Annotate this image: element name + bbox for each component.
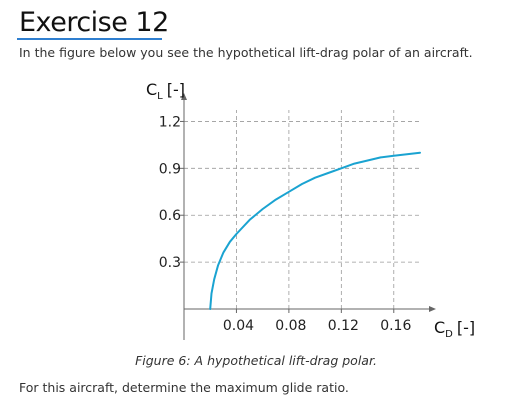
x-tick-label: 0.16 [380,318,411,334]
series-layer [209,151,421,310]
figure-caption: Figure 6: A hypothetical lift-drag polar… [135,353,377,368]
x-axis-label-subscript: D [445,329,453,340]
grid-lines [184,110,420,309]
x-tick-label: 0.08 [275,318,306,334]
y-tick-label: 0.6 [159,208,181,224]
axes [181,93,436,340]
y-tick-label: 0.3 [159,255,181,271]
x-axis-label-symbol: C [434,318,445,337]
y-axis-label-symbol: C [146,80,157,99]
x-tick-label: 0.04 [223,318,254,334]
drag-polar-curve [209,151,421,310]
x-axis-arrowhead [429,306,436,312]
exercise-title: Exercise 12 [19,7,169,38]
exercise-intro: In the figure below you see the hypothet… [19,45,473,60]
title-underline [17,38,162,40]
tick-labels: 0.3 0.6 0.9 1.2 0.04 0.08 0.12 0.16 [159,114,412,334]
y-tick-label: 0.9 [159,161,181,177]
y-axis-label-subscript: L [157,91,163,102]
tick-marks [180,120,395,313]
y-tick-label: 1.2 [159,114,181,130]
exercise-question: For this aircraft, determine the maximum… [19,380,349,395]
x-axis-label-unit: [-] [457,318,475,337]
y-axis-arrowhead [181,93,187,100]
x-axis-label: CD [-] [434,318,475,340]
y-axis-label: CL [-] [146,80,185,102]
x-tick-label: 0.12 [328,318,359,334]
lift-drag-polar-chart: 0.30.60.91.20.04 0.08 0.12 0.16 CL [-] CD [-] [146,80,475,340]
y-axis-label-unit: [-] [167,80,185,99]
